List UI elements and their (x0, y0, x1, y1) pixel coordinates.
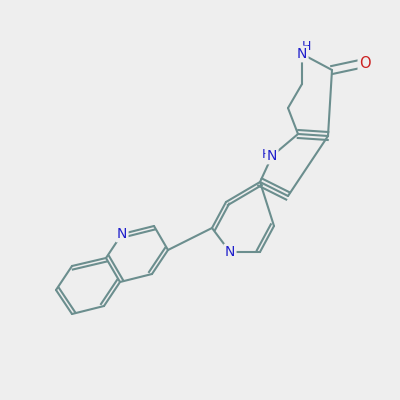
Text: N: N (225, 245, 235, 259)
Text: O: O (359, 56, 371, 72)
Text: N: N (117, 227, 127, 241)
Text: H: H (261, 148, 271, 160)
Text: N: N (267, 149, 277, 163)
Text: N: N (297, 47, 307, 61)
Text: H: H (301, 40, 311, 53)
